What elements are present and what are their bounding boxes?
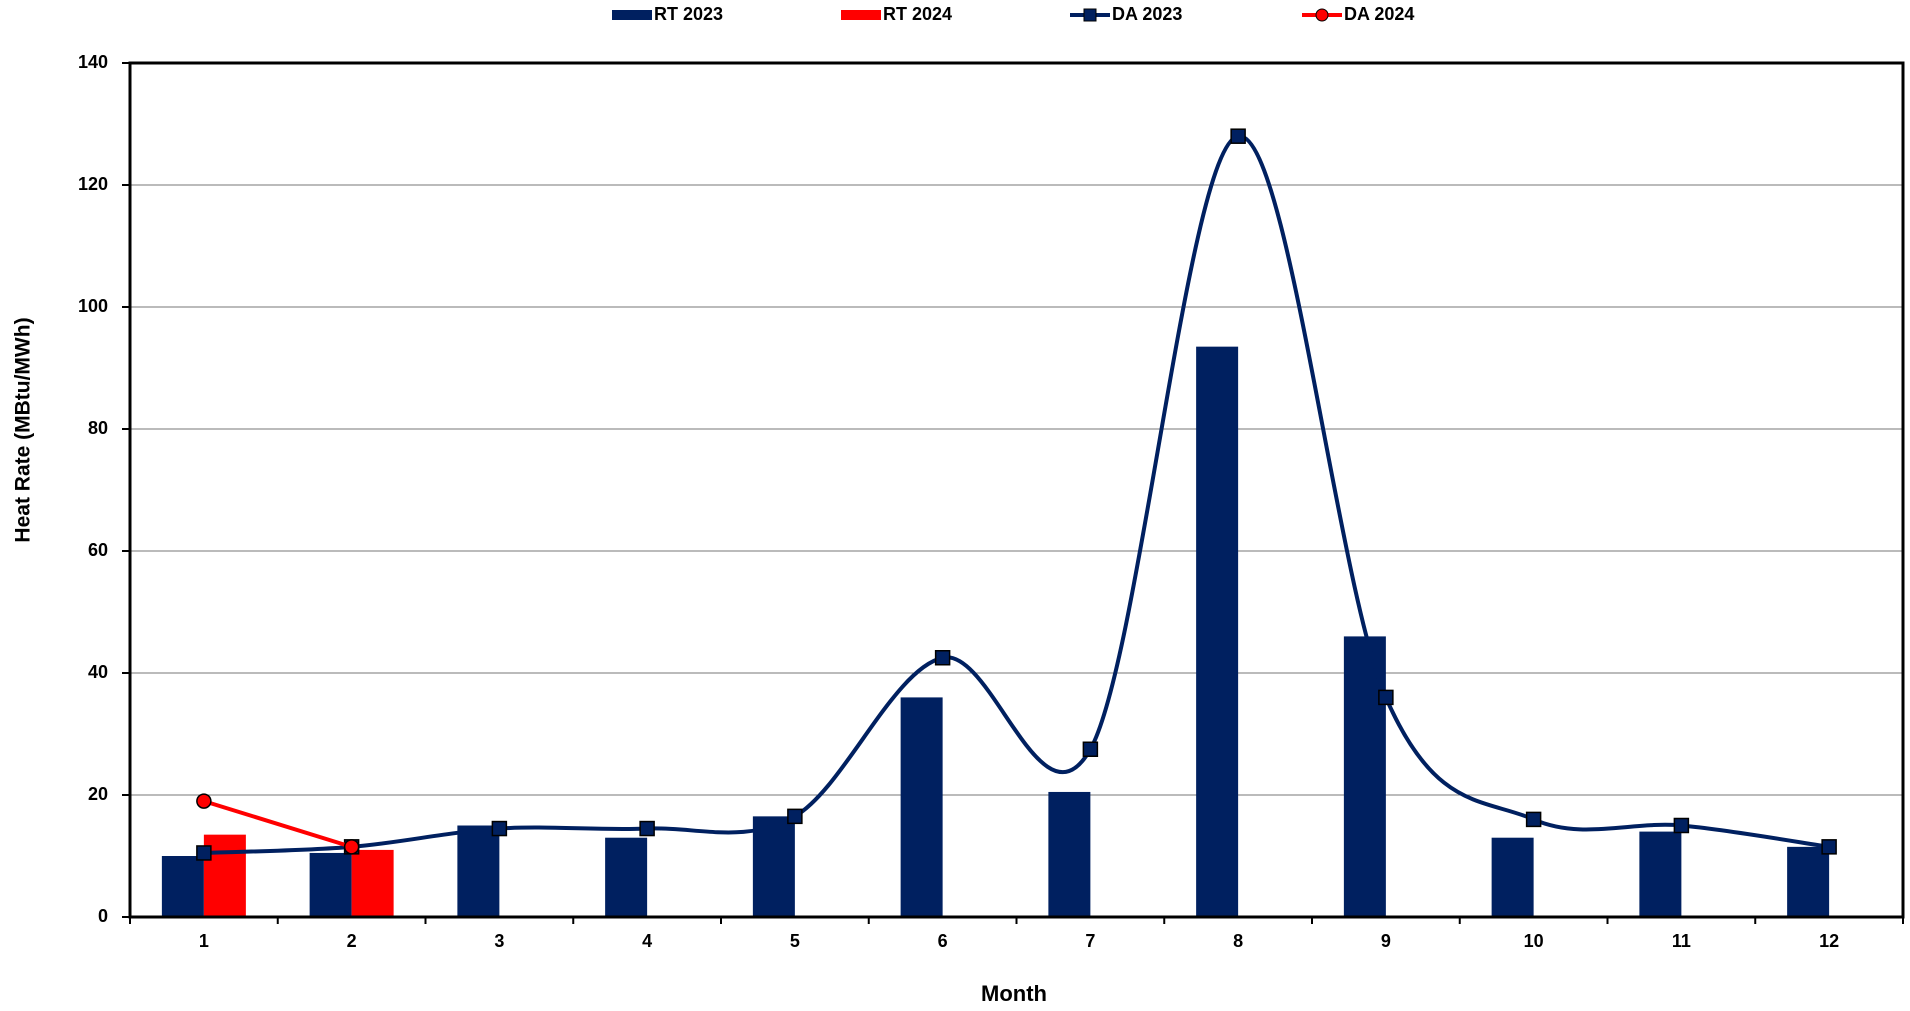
marker [196,845,212,861]
x-tick-label: 9 [1381,931,1391,951]
legend-marker [1083,8,1097,22]
marker [1525,811,1542,828]
x-axis-label: Month [981,981,1047,1006]
bar [457,825,500,917]
legend-label: DA 2023 [1112,4,1182,24]
marker [1230,128,1246,144]
bar [161,856,204,917]
x-tick-label: 7 [1085,931,1095,951]
y-tick-label: 0 [98,906,108,926]
line [203,134,1830,855]
x-tick-label: 6 [938,931,948,951]
x-tick-label: 3 [494,931,504,951]
y-tick-label: 100 [78,296,108,316]
legend-label: RT 2023 [654,4,723,24]
y-tick-label: 120 [78,174,108,194]
x-tick-label: 2 [347,931,357,951]
bar [1491,837,1534,917]
x-tick-label: 11 [1672,931,1691,951]
y-tick-label: 40 [88,662,108,682]
x-tick-label: 1 [199,931,209,951]
bar [1048,791,1091,917]
bar [1787,846,1830,917]
line [203,799,353,849]
bar [1639,831,1682,917]
bar [900,697,943,917]
y-tick-label: 80 [88,418,108,438]
bar [309,852,352,917]
legend-label: RT 2024 [883,4,952,24]
marker [639,820,655,837]
marker [1673,817,1690,834]
bar [605,837,648,917]
y-tick-label: 20 [88,784,108,804]
legend-swatch [612,10,652,20]
marker [934,650,951,666]
y-axis-label: Heat Rate (MBtu/MWh) [12,317,35,542]
x-tick-label: 4 [642,931,652,951]
x-tick-label: 12 [1819,931,1839,951]
legend-label: DA 2024 [1344,4,1414,24]
bar [752,816,795,917]
marker [1821,839,1837,855]
marker [343,839,360,855]
bar [351,849,394,917]
marker [491,820,508,837]
y-tick-label: 140 [78,52,108,72]
x-tick-label: 8 [1233,931,1243,951]
marker [787,808,803,825]
legend-marker [1315,8,1329,22]
x-tick-label: 5 [790,931,800,951]
legend-swatch [841,10,881,20]
marker [1378,689,1394,706]
x-tick-label: 10 [1524,931,1544,951]
marker [1082,741,1099,757]
marker [196,793,212,809]
plot-frame [128,61,1905,919]
y-tick-label: 60 [88,540,108,560]
bar [1196,346,1239,917]
